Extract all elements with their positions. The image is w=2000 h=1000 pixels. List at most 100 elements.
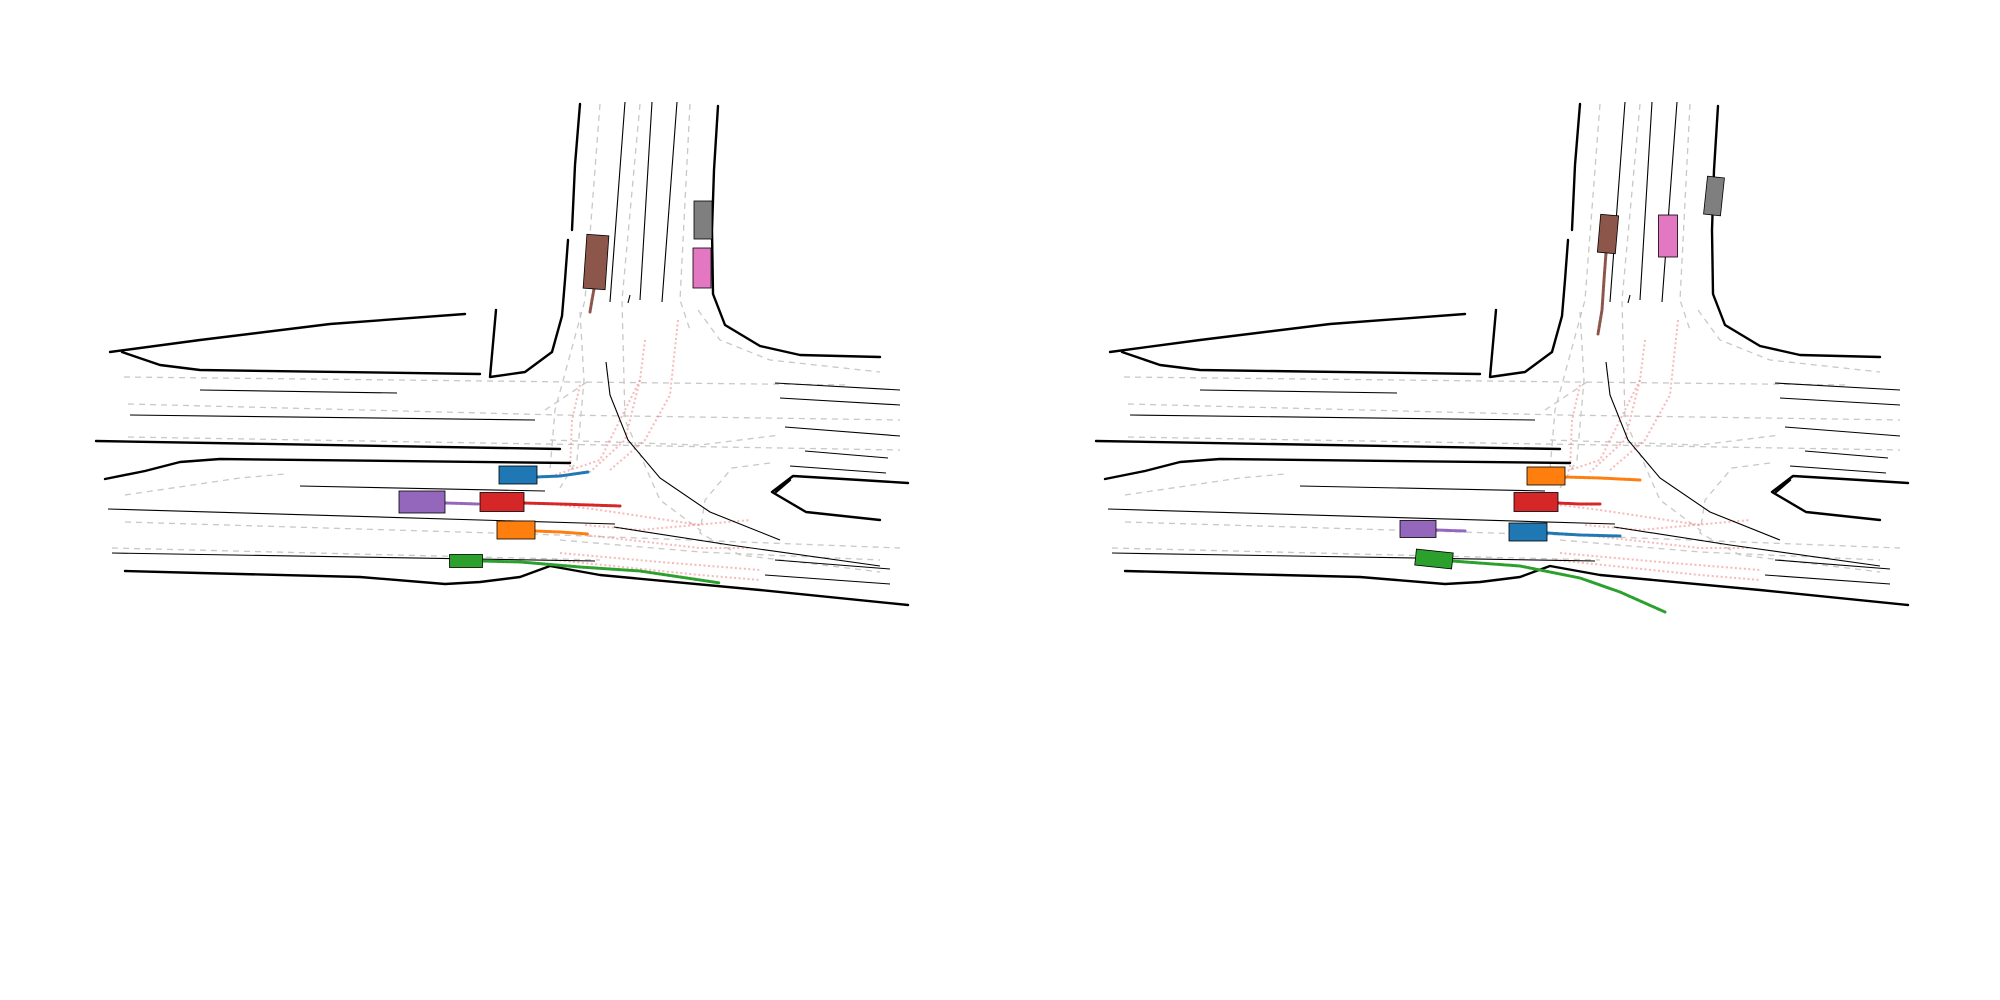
- trajectory-green: [1450, 559, 1667, 614]
- lane-centerline: [1124, 521, 1901, 549]
- vehicle-brown: [582, 233, 610, 291]
- lane-boundary: [1605, 361, 1781, 541]
- lane-boundary: [661, 101, 678, 303]
- lane-boundary: [779, 397, 901, 406]
- lane-boundary: [1774, 559, 1891, 570]
- road-edge: [1570, 102, 1582, 232]
- lane-centerline: [1679, 103, 1691, 331]
- candidate-route: [1589, 339, 1646, 473]
- agents: [1399, 175, 1725, 614]
- scene-right: [1000, 0, 2000, 1000]
- vehicle-blue: [1508, 522, 1548, 542]
- lane-boundary: [789, 465, 887, 474]
- vehicle-orange: [496, 520, 536, 540]
- candidate-route: [584, 534, 750, 549]
- lane-boundary: [1299, 485, 1546, 492]
- trajectory-brown: [588, 287, 596, 314]
- scene-left: [94, 101, 910, 607]
- lane-centerline: [111, 547, 601, 561]
- lane-centerline: [549, 434, 781, 446]
- lane-centerline: [697, 309, 881, 373]
- road-edge: [94, 439, 562, 451]
- lane-boundary: [605, 361, 781, 541]
- map-canvas-right: [1094, 101, 1910, 614]
- road-edge: [1108, 312, 1467, 354]
- trajectory-red: [522, 501, 622, 508]
- trajectory-red: [1556, 501, 1602, 506]
- lane-boundary: [784, 426, 901, 437]
- lane-boundary: [1639, 101, 1653, 301]
- lane-centerline: [1549, 103, 1601, 471]
- map-canvas-left: [94, 101, 910, 607]
- lane-centerline: [1549, 434, 1781, 446]
- vehicle-blue: [498, 465, 538, 485]
- lane-centerline: [127, 403, 901, 421]
- lane-boundary: [639, 101, 653, 301]
- road-edge: [488, 238, 570, 379]
- lane-boundary: [1784, 426, 1901, 437]
- trajectory-blue: [535, 470, 590, 479]
- lane-boundary: [1129, 414, 1536, 421]
- candidate-route: [1559, 504, 1701, 526]
- trajectory-brown: [1596, 251, 1608, 336]
- lane-boundary: [627, 294, 631, 304]
- lane-boundary: [299, 485, 546, 492]
- lane-centerline: [1559, 539, 1881, 561]
- road-edge: [1770, 474, 1910, 522]
- trajectory-blue: [1545, 531, 1622, 538]
- lane-boundary: [1774, 382, 1901, 391]
- road-edge: [103, 457, 572, 481]
- candidate-route: [1569, 384, 1581, 471]
- lane-centerline: [1697, 309, 1881, 373]
- lane-centerline: [544, 379, 591, 411]
- lane-centerline: [127, 436, 901, 451]
- candidate-route: [1554, 559, 1761, 581]
- lane-centerline: [1544, 379, 1591, 411]
- lane-boundary: [774, 559, 891, 570]
- vehicle-purple: [398, 490, 446, 514]
- candidate-route: [559, 552, 761, 571]
- road-edge: [770, 474, 910, 522]
- road-network: [94, 101, 910, 607]
- road-edge: [108, 312, 467, 354]
- lane-boundary: [1779, 397, 1901, 406]
- lane-boundary: [804, 450, 889, 459]
- lane-centerline: [559, 311, 585, 489]
- road-edge: [1488, 238, 1570, 379]
- lane-boundary: [1804, 450, 1889, 459]
- vehicle-purple: [1399, 520, 1437, 538]
- vehicle-brown: [1596, 213, 1620, 255]
- road-network: [1094, 101, 1910, 607]
- road-edge: [570, 102, 582, 232]
- vehicle-red: [1513, 492, 1559, 512]
- lane-centerline: [1124, 473, 1286, 496]
- lane-boundary: [764, 574, 891, 585]
- lane-boundary: [1613, 526, 1881, 567]
- candidate-route: [1584, 534, 1750, 549]
- trajectory-orange: [1563, 475, 1642, 482]
- candidate-route: [1584, 519, 1751, 532]
- road-edge: [123, 564, 910, 607]
- lane-boundary: [1609, 101, 1626, 303]
- lane-boundary: [1661, 101, 1678, 303]
- lane-centerline: [1111, 547, 1601, 561]
- candidate-route: [584, 519, 751, 532]
- road-edge: [710, 104, 882, 359]
- vehicle-gray: [1703, 175, 1725, 217]
- trajectory-orange: [533, 529, 590, 536]
- vehicle-pink: [1658, 214, 1678, 258]
- vehicle-gray: [693, 200, 713, 240]
- lane-boundary: [1107, 508, 1616, 525]
- road-edge: [1774, 478, 1792, 494]
- candidate-route: [559, 504, 701, 526]
- lane-centerline: [1621, 103, 1701, 531]
- lane-boundary: [1111, 552, 1596, 562]
- candidate-route: [589, 339, 646, 473]
- road-edge: [1094, 439, 1562, 451]
- lane-centerline: [124, 473, 286, 496]
- candidate-route: [1559, 552, 1761, 571]
- road-edge: [774, 478, 792, 494]
- vehicle-green: [449, 554, 483, 568]
- lane-boundary: [107, 508, 616, 525]
- candidate-route: [609, 319, 679, 471]
